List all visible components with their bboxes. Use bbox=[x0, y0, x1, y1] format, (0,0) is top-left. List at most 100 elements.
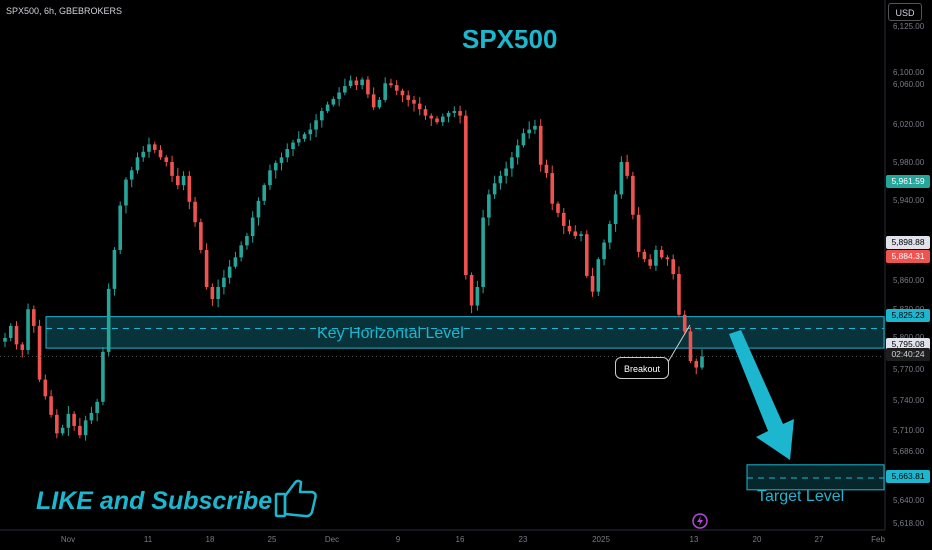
y-tick: 5,740.00 bbox=[893, 396, 925, 405]
candle-body bbox=[544, 164, 549, 174]
price-tag: 5,961.59 bbox=[886, 175, 930, 188]
y-tick: 6,060.00 bbox=[893, 80, 925, 89]
candle-body bbox=[245, 236, 249, 246]
candle-body bbox=[49, 396, 53, 415]
candle-body bbox=[8, 325, 13, 338]
currency-button[interactable]: USD bbox=[888, 3, 922, 21]
candle-body bbox=[510, 157, 514, 169]
candle-body bbox=[181, 175, 186, 186]
candle-body bbox=[66, 413, 71, 428]
candle-body bbox=[389, 83, 393, 86]
candle-body bbox=[579, 234, 583, 237]
candle-body bbox=[26, 309, 30, 350]
candle-body bbox=[285, 149, 290, 158]
x-tick: 13 bbox=[689, 535, 699, 544]
candle-body bbox=[222, 277, 226, 287]
x-tick: 11 bbox=[143, 535, 153, 544]
candle-body bbox=[124, 179, 128, 206]
candle-body bbox=[101, 351, 105, 402]
candle-body bbox=[308, 129, 313, 135]
candle-body bbox=[302, 134, 307, 139]
candle-body bbox=[596, 259, 601, 292]
candle-body bbox=[135, 157, 140, 171]
x-tick: 25 bbox=[267, 535, 277, 544]
candle-body bbox=[89, 412, 94, 421]
candle-body bbox=[72, 413, 76, 426]
y-tick: 5,770.00 bbox=[893, 365, 925, 374]
x-tick: Dec bbox=[324, 535, 340, 544]
candle-body bbox=[452, 111, 457, 113]
y-tick: 5,618.00 bbox=[893, 519, 925, 528]
candle-body bbox=[187, 175, 192, 202]
candle-body bbox=[550, 173, 555, 204]
candle-body bbox=[412, 99, 416, 104]
candle-body bbox=[538, 125, 543, 165]
candle-body bbox=[677, 274, 681, 315]
candle-body bbox=[216, 287, 220, 300]
candle-body bbox=[429, 115, 434, 119]
candle-body bbox=[210, 287, 215, 300]
candle-body bbox=[608, 224, 612, 243]
candle-body bbox=[291, 142, 295, 150]
candle-body bbox=[556, 203, 560, 213]
candle-body bbox=[199, 222, 203, 250]
candle-body bbox=[233, 257, 238, 267]
candle-body bbox=[371, 94, 376, 108]
candle-body bbox=[268, 170, 272, 186]
candle-body bbox=[273, 162, 278, 171]
x-tick: 9 bbox=[395, 535, 401, 544]
candle-body bbox=[239, 245, 243, 258]
candle-body bbox=[14, 325, 19, 345]
x-tick: 23 bbox=[518, 535, 528, 544]
candle-body bbox=[354, 80, 359, 86]
x-tick: 27 bbox=[814, 535, 824, 544]
candle-body bbox=[20, 344, 25, 350]
candle-body bbox=[147, 144, 151, 152]
candle-body bbox=[458, 111, 462, 116]
candle-body bbox=[446, 112, 451, 117]
candle-body bbox=[60, 427, 65, 434]
symbol-header[interactable]: SPX500, 6h, GBEBROKERS bbox=[6, 6, 123, 16]
candle-body bbox=[619, 161, 624, 195]
candle-body bbox=[400, 90, 405, 96]
candle-body bbox=[383, 83, 387, 100]
candle-body bbox=[348, 80, 353, 87]
candle-body bbox=[204, 249, 209, 287]
candle-body bbox=[406, 95, 411, 100]
candle-body bbox=[417, 103, 422, 110]
breakout-pointer bbox=[667, 324, 691, 363]
candle-body bbox=[256, 200, 261, 218]
candle-body bbox=[584, 234, 589, 276]
candle-body bbox=[164, 157, 169, 162]
candle-body bbox=[193, 201, 197, 223]
candle-body bbox=[636, 214, 641, 252]
candle-body bbox=[590, 275, 595, 292]
candle-body bbox=[320, 111, 324, 121]
candle-body bbox=[515, 145, 520, 158]
candle-body bbox=[654, 249, 658, 266]
candle-body bbox=[613, 194, 618, 225]
y-tick: 5,710.00 bbox=[893, 426, 925, 435]
candle-body bbox=[37, 325, 42, 380]
candle-body bbox=[440, 116, 445, 123]
candle-body bbox=[170, 161, 174, 176]
candle-body bbox=[262, 185, 267, 201]
price-tag: 5,663.81 bbox=[886, 470, 930, 483]
key-level-label: Key Horizontal Level bbox=[317, 325, 464, 342]
candle-body bbox=[250, 217, 255, 237]
candle-body bbox=[682, 314, 687, 332]
candle-body bbox=[394, 85, 399, 91]
candle-body bbox=[331, 99, 336, 105]
y-tick: 5,686.00 bbox=[893, 447, 925, 456]
candle-body bbox=[55, 414, 59, 434]
x-tick: 16 bbox=[455, 535, 465, 544]
countdown-tag: 02:40:24 bbox=[886, 348, 930, 361]
candle-body bbox=[32, 309, 36, 326]
x-tick: 2025 bbox=[592, 535, 610, 544]
candle-body bbox=[296, 138, 301, 143]
candle-body bbox=[642, 251, 647, 260]
candle-body bbox=[487, 194, 491, 218]
price-tag: 5,795.08 bbox=[886, 338, 930, 351]
